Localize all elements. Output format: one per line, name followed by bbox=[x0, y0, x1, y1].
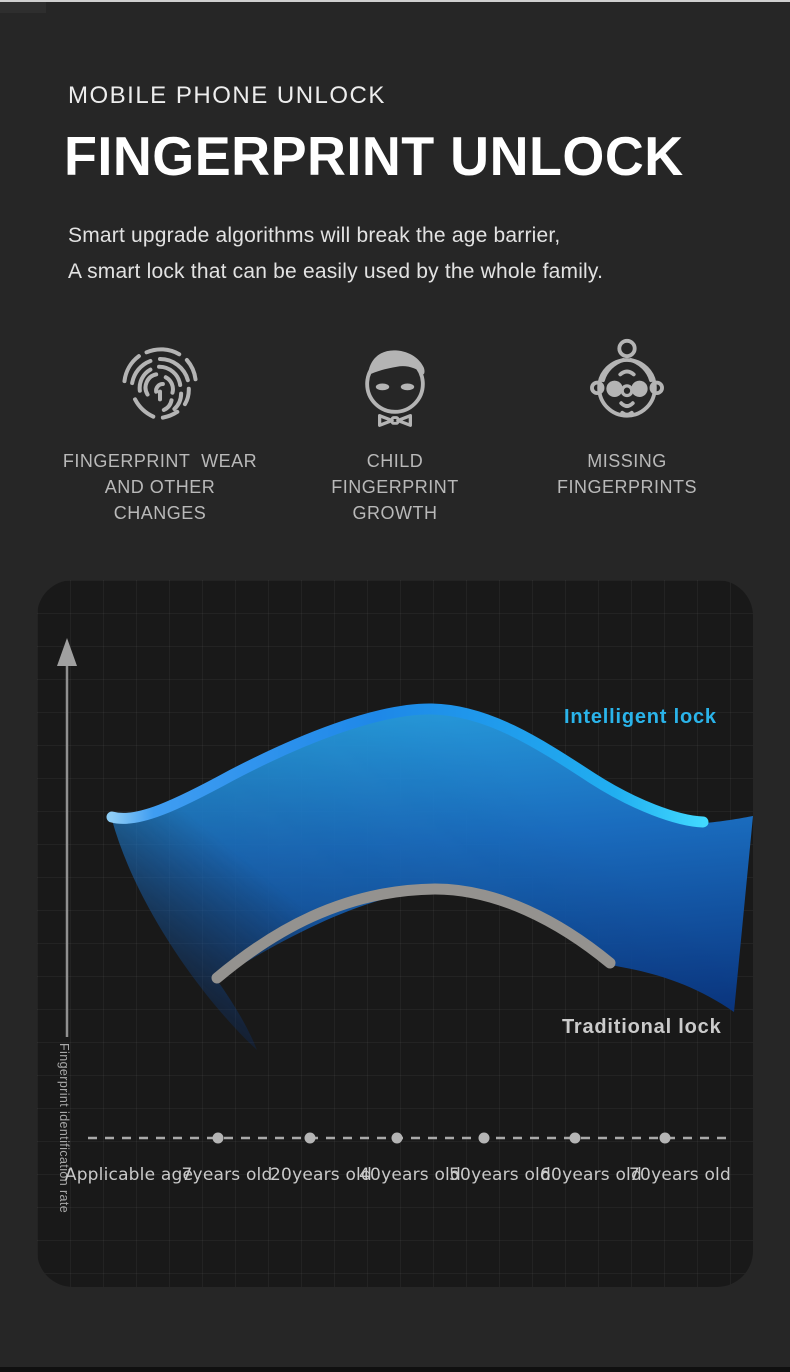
subtitle-line-1: Smart upgrade algorithms will break the … bbox=[68, 224, 561, 247]
top-edge-line bbox=[0, 0, 790, 2]
page-title: FINGERPRINT UNLOCK bbox=[64, 125, 684, 187]
x-axis-label: Applicable age bbox=[64, 1165, 194, 1185]
x-axis-dot bbox=[391, 1132, 403, 1144]
bottom-edge-strip bbox=[0, 1367, 790, 1372]
feature-label-line: FINGERPRINT bbox=[331, 477, 459, 497]
feature-label: FINGERPRINT WEAR AND OTHER CHANGES bbox=[48, 448, 272, 526]
subtitle-line-2: A smart lock that can be easily used by … bbox=[68, 260, 604, 283]
x-axis-dot bbox=[478, 1132, 490, 1144]
x-axis-dot bbox=[212, 1132, 224, 1144]
fingerprint-icon bbox=[122, 347, 198, 420]
x-axis-dashed-line bbox=[88, 1132, 726, 1144]
x-axis-label: 40years old bbox=[359, 1165, 461, 1185]
kicker-text: MOBILE PHONE UNLOCK bbox=[68, 82, 386, 109]
chart-panel: Fingerprint identification rate Intellig… bbox=[37, 580, 753, 1287]
x-axis-label: 20years old bbox=[270, 1165, 372, 1185]
x-axis-label: 7years old bbox=[181, 1165, 273, 1185]
feature-label-line: AND OTHER bbox=[104, 477, 216, 497]
x-axis-dot bbox=[659, 1132, 671, 1144]
feature-label-line: MISSING bbox=[587, 451, 667, 471]
x-axis-dot bbox=[569, 1132, 581, 1144]
legend-intelligent-lock: Intelligent lock bbox=[564, 706, 717, 728]
x-axis-dot bbox=[304, 1132, 316, 1144]
feature-label: CHILD FINGERPRINT GROWTH bbox=[283, 448, 507, 526]
x-axis-label: 70years old bbox=[629, 1165, 731, 1185]
x-axis-label: 60years old bbox=[540, 1165, 642, 1185]
traditional-lock-curve bbox=[211, 883, 616, 984]
y-axis-label: Fingerprint identification rate bbox=[57, 1043, 71, 1214]
y-axis-arrow-icon bbox=[57, 638, 77, 1037]
feature-label-line: GROWTH bbox=[352, 503, 438, 523]
feature-fingerprint-wear: FINGERPRINT WEAR AND OTHER CHANGES bbox=[48, 336, 272, 526]
intelligent-lock-area bbox=[112, 709, 753, 1050]
chart-canvas bbox=[57, 638, 753, 1144]
feature-missing-fingerprints: MISSING FINGERPRINTS bbox=[515, 336, 739, 500]
legend-traditional-lock: Traditional lock bbox=[562, 1016, 722, 1038]
feature-label: MISSING FINGERPRINTS bbox=[515, 448, 739, 500]
feature-label-line: CHILD bbox=[366, 451, 424, 471]
intelligent-lock-curve bbox=[106, 703, 709, 828]
top-left-block bbox=[0, 2, 46, 13]
feature-child-growth: CHILD FINGERPRINT GROWTH bbox=[283, 336, 507, 526]
elderly-face-icon bbox=[590, 338, 664, 418]
child-face-icon bbox=[365, 350, 425, 427]
feature-label-line: FINGERPRINTS bbox=[556, 477, 697, 497]
x-axis-label: 50years old bbox=[449, 1165, 551, 1185]
feature-label-line: CHANGES bbox=[113, 503, 207, 523]
feature-label-line: FINGERPRINT WEAR bbox=[62, 451, 258, 471]
